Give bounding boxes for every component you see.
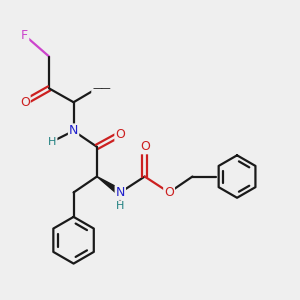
Text: O: O (115, 128, 125, 141)
Text: O: O (140, 140, 150, 153)
Text: —: — (100, 83, 110, 93)
Text: H: H (48, 136, 56, 146)
Text: N: N (69, 124, 78, 137)
Text: N: N (116, 186, 125, 199)
Text: O: O (20, 96, 30, 109)
Text: O: O (164, 186, 174, 199)
Text: H: H (116, 201, 124, 211)
Text: —: — (92, 83, 102, 93)
Polygon shape (97, 176, 122, 195)
Text: F: F (21, 29, 28, 42)
